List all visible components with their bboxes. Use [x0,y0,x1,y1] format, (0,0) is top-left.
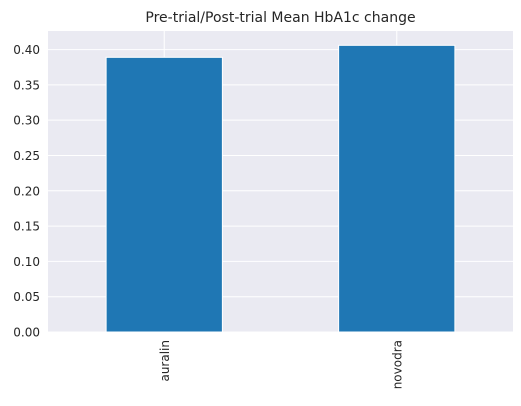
y-tick-label: 0.30 [13,114,40,128]
y-tick-label: 0.00 [13,326,40,340]
x-tick-label: novodra [390,340,404,389]
y-tick-labels: 0.00 0.05 0.10 0.15 0.20 0.25 0.30 0.35 0.40 [13,43,40,339]
y-tick-label: 0.20 [13,184,40,198]
chart-title: Pre-trial/Post-trial Mean HbA1c change [145,10,415,26]
y-tick-label: 0.25 [13,149,40,163]
bars [105,44,456,333]
y-tick-label: 0.35 [13,78,40,92]
bar-auralin [105,56,223,333]
bar-novodra [338,44,456,333]
x-tick-labels: auralin novodra [158,340,405,389]
y-tick-label: 0.15 [13,220,40,234]
y-tick-label: 0.10 [13,255,40,269]
y-tick-label: 0.40 [13,43,40,57]
x-tick-label: auralin [158,340,172,382]
y-tick-label: 0.05 [13,290,40,304]
